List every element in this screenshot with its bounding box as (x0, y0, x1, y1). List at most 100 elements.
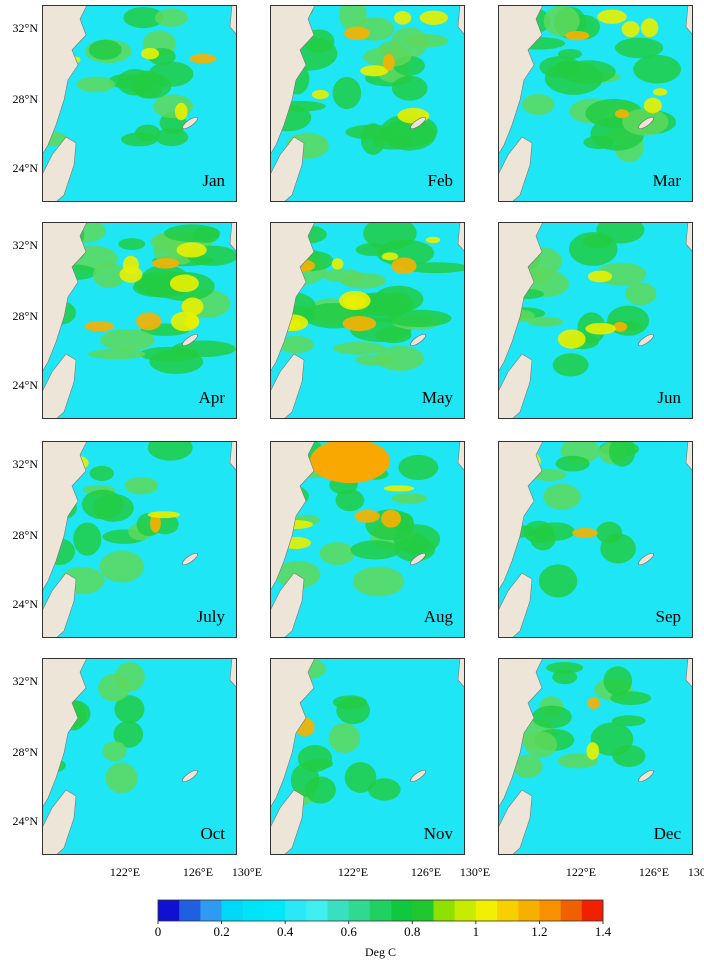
anomaly-patch (614, 109, 630, 119)
colorbar-bin (454, 900, 477, 921)
anomaly-patch (275, 560, 321, 589)
lat-label: 24°N (13, 161, 39, 175)
anomaly-patch (561, 60, 616, 84)
anomaly-patch (99, 550, 144, 583)
island (410, 552, 426, 566)
anomaly-patch (391, 75, 428, 101)
anomaly-patch (344, 26, 370, 40)
colorbar-bin (263, 900, 286, 921)
anomaly-patch (360, 65, 389, 77)
month-label: Oct (200, 824, 225, 843)
land (498, 441, 544, 592)
anomaly-patch (176, 242, 207, 258)
panel-border (498, 441, 693, 638)
panel-border (42, 658, 237, 855)
month-label: Jan (202, 171, 225, 190)
anomaly-patch (150, 513, 161, 533)
colorbar-bin (327, 900, 350, 921)
island (410, 116, 426, 130)
land (685, 5, 693, 36)
island (410, 333, 426, 347)
colorbar-border (157, 899, 604, 922)
panel-border (270, 222, 465, 419)
land (685, 658, 693, 689)
lon-label: 126°E (639, 865, 669, 879)
anomaly-patch (304, 776, 336, 804)
anomaly-patch (633, 54, 681, 84)
map-panel (270, 658, 465, 855)
lat-label: 32°N (13, 21, 39, 35)
colorbar-tick-label: 0.8 (404, 924, 420, 939)
land (229, 441, 237, 472)
anomaly-patch (368, 778, 401, 801)
month-label: Dec (654, 824, 682, 843)
anomaly-patch (352, 566, 405, 597)
map-panel (498, 222, 693, 419)
month-label: Feb (428, 171, 454, 190)
land (457, 5, 465, 36)
anomaly-patch (391, 257, 417, 275)
lon-label: 126°E (411, 865, 441, 879)
anomaly-patch (92, 262, 126, 288)
anomaly-patch (625, 282, 657, 306)
anomaly-patch (611, 715, 646, 727)
anomaly-patch (512, 755, 543, 778)
anomaly-patch (149, 349, 204, 374)
island (638, 333, 654, 347)
land (42, 658, 88, 809)
month-label: Jun (657, 388, 681, 407)
anomaly-patch (141, 47, 159, 60)
land (42, 5, 88, 156)
anomaly-patch (522, 94, 555, 115)
colorbar-label: Deg C (365, 945, 396, 959)
taiwan (498, 136, 533, 202)
anomaly-patch (88, 39, 122, 60)
lat-label: 32°N (13, 674, 39, 688)
anomaly-patch (552, 669, 578, 685)
lat-label: 32°N (13, 457, 39, 471)
anomaly-patch (332, 76, 362, 110)
month-label: Mar (653, 171, 682, 190)
panel-border (498, 222, 693, 419)
lon-label: 122°E (338, 865, 368, 879)
colorbar-bin (433, 900, 455, 921)
anomaly-patch (419, 10, 448, 25)
lat-label: 24°N (13, 814, 39, 828)
land (42, 441, 88, 592)
lat-label: 28°N (13, 745, 39, 759)
anomaly-patch (113, 720, 144, 748)
anomaly-patch (118, 238, 146, 251)
anomaly-patch (311, 89, 329, 100)
land (270, 5, 316, 156)
panel-border (498, 5, 693, 202)
colorbar-tick-label: 0.4 (277, 924, 294, 939)
anomaly-patch (342, 316, 377, 332)
anomaly-patch (538, 564, 578, 598)
colorbar-bin (560, 900, 583, 921)
anomaly-patch (184, 314, 200, 329)
anomaly-patch (105, 762, 138, 794)
anomaly-patch (425, 236, 441, 244)
colorbar-bin (369, 900, 392, 921)
colorbar-bin (221, 900, 244, 921)
anomaly-patch (565, 31, 590, 41)
anomaly-patch (652, 88, 668, 96)
anomaly-patch (73, 522, 102, 556)
island (182, 769, 198, 783)
taiwan (270, 789, 305, 855)
land (270, 222, 316, 373)
month-label: Sep (656, 607, 682, 626)
anomaly-patch (603, 666, 633, 696)
map-panel (42, 5, 237, 202)
anomaly-patch (543, 483, 581, 510)
colorbar-bin (518, 900, 540, 921)
land (270, 441, 316, 592)
anomaly-patch (643, 97, 662, 114)
colorbar-bin (539, 900, 561, 921)
anomaly-patch (360, 301, 403, 312)
lat-label: 24°N (13, 597, 39, 611)
anomaly-patch (136, 312, 162, 331)
anomaly-patch (331, 258, 344, 270)
anomaly-patch (386, 309, 452, 328)
anomaly-patch (555, 455, 590, 472)
